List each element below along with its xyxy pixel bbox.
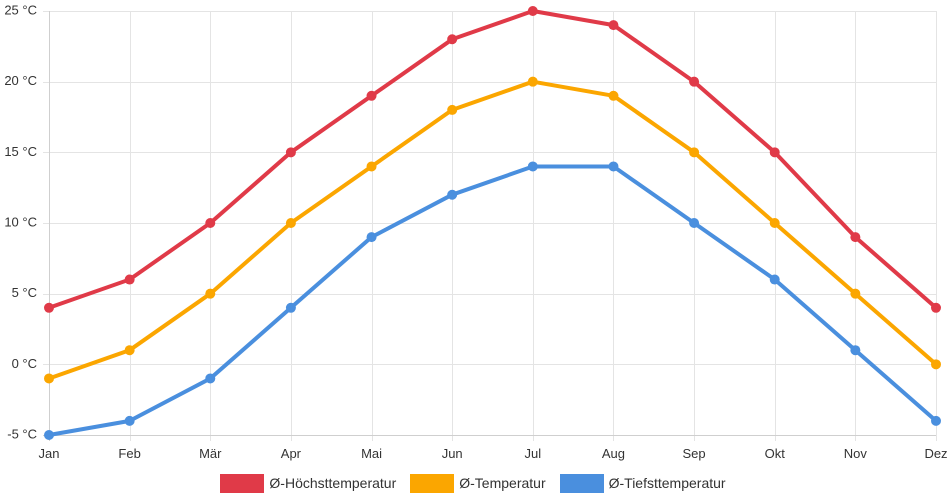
series-points: [44, 6, 941, 440]
y-tick-label: 15 °C: [4, 144, 37, 159]
x-tick-label: Apr: [281, 446, 302, 461]
data-point-avg[interactable]: [124, 345, 135, 356]
data-point-min[interactable]: [44, 430, 54, 440]
data-point-max[interactable]: [285, 147, 296, 158]
x-axis: Jan Feb Mär Apr Mai Jun Jul Aug Sep Okt Nov Dez: [39, 446, 948, 461]
data-point-min[interactable]: [285, 302, 296, 313]
data-point-max[interactable]: [124, 274, 135, 285]
x-tick-label: Nov: [844, 446, 868, 461]
data-point-max[interactable]: [931, 302, 941, 313]
data-point-avg[interactable]: [285, 218, 296, 228]
x-tick-label: Mär: [199, 446, 222, 461]
data-point-max[interactable]: [689, 76, 700, 87]
data-point-avg[interactable]: [608, 90, 619, 101]
data-point-max[interactable]: [769, 147, 780, 158]
data-point-max[interactable]: [366, 90, 377, 101]
data-point-avg[interactable]: [447, 104, 458, 115]
data-point-max[interactable]: [447, 34, 458, 45]
legend-swatch-min: [559, 473, 604, 493]
data-point-avg[interactable]: [931, 359, 941, 370]
data-point-avg[interactable]: [527, 76, 538, 87]
legend-swatch-max: [220, 473, 265, 493]
legend-label-max: Ø-Höchsttemperatur: [269, 475, 397, 491]
legend-label-min: Ø-Tiefsttemperatur: [608, 475, 726, 491]
legend-item-min[interactable]: Ø-Tiefsttemperatur: [559, 473, 732, 493]
x-tick-label: Mai: [361, 446, 382, 461]
x-tick-label: Jul: [525, 446, 542, 461]
y-tick-label: -5 °C: [7, 426, 37, 441]
data-point-min[interactable]: [527, 161, 538, 172]
series-lines: [47, 9, 938, 437]
data-point-max[interactable]: [44, 302, 54, 313]
x-tick-label: Sep: [683, 446, 706, 461]
x-tick-label: Jan: [39, 446, 60, 461]
data-point-avg[interactable]: [366, 161, 377, 172]
data-point-min[interactable]: [447, 189, 458, 200]
x-tick-label: Feb: [118, 446, 140, 461]
data-point-min[interactable]: [608, 161, 619, 172]
data-point-min[interactable]: [366, 232, 377, 243]
data-point-avg[interactable]: [44, 373, 54, 384]
series-line-min: [47, 164, 938, 437]
series-line-max: [47, 9, 938, 310]
legend-item-avg[interactable]: Ø-Temperatur: [410, 473, 551, 493]
data-point-min[interactable]: [205, 373, 216, 384]
y-tick-label: 25 °C: [4, 2, 37, 17]
legend-swatch-avg: [410, 473, 455, 493]
y-axis: -5 °C 0 °C 5 °C 10 °C 15 °C 20 °C 25 °C: [4, 2, 37, 441]
legend-item-max[interactable]: Ø-Höchsttemperatur: [220, 473, 402, 493]
y-tick-label: 20 °C: [4, 73, 37, 88]
x-tick-label: Okt: [765, 446, 786, 461]
legend: Ø-Höchsttemperatur Ø-Temperatur Ø-Tiefst…: [0, 470, 952, 496]
data-point-avg[interactable]: [689, 147, 700, 158]
data-point-min[interactable]: [689, 218, 700, 228]
data-point-avg[interactable]: [205, 288, 216, 299]
data-point-avg[interactable]: [769, 218, 780, 228]
data-point-max[interactable]: [608, 20, 619, 31]
data-point-avg[interactable]: [850, 288, 861, 299]
x-tick-label: Aug: [602, 446, 625, 461]
y-tick-label: 10 °C: [4, 214, 37, 229]
data-point-min[interactable]: [769, 274, 780, 285]
data-point-min[interactable]: [931, 415, 941, 426]
legend-label-avg: Ø-Temperatur: [459, 475, 546, 491]
data-point-max[interactable]: [527, 6, 538, 16]
data-point-min[interactable]: [124, 415, 135, 426]
data-point-max[interactable]: [850, 232, 861, 243]
data-point-max[interactable]: [205, 218, 216, 228]
series-line-avg: [47, 79, 938, 381]
chart-canvas: -5 °C 0 °C 5 °C 10 °C 15 °C 20 °C 25 °C Jan Feb…: [4, 2, 948, 461]
x-tick-label: Dez: [924, 446, 947, 461]
data-point-min[interactable]: [850, 345, 861, 356]
grid: [43, 11, 937, 441]
x-tick-label: Jun: [442, 446, 463, 461]
y-tick-label: 5 °C: [12, 285, 37, 300]
y-tick-label: 0 °C: [12, 356, 37, 371]
